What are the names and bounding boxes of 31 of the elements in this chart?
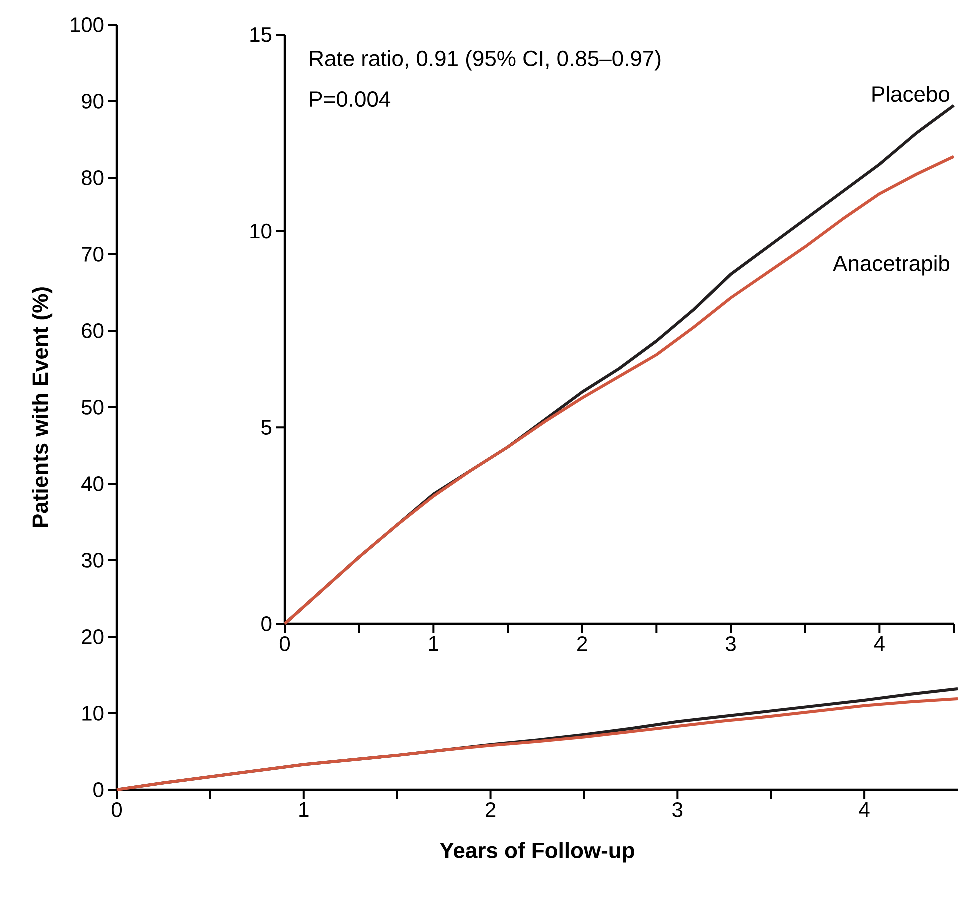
series-label: Placebo (872, 86, 950, 102)
y-tick-label: 0 (262, 616, 272, 632)
x-tick-label: 3 (672, 802, 683, 818)
y-tick-label: 30 (82, 553, 104, 568)
x-tick-label: 2 (578, 636, 588, 652)
y-tick-label: 10 (250, 224, 272, 239)
series-label: Anacetrapib (833, 255, 950, 276)
x-tick-label: 3 (726, 636, 736, 652)
y-axis-title: Patients with Event (%) (32, 288, 53, 528)
y-tick-label: 90 (82, 94, 104, 109)
y-tick-label: 0 (94, 782, 104, 798)
y-tick-label: 100 (71, 18, 104, 32)
y-tick-label: 15 (250, 28, 272, 42)
y-tick-label: 80 (82, 170, 104, 186)
x-tick-label: 2 (486, 802, 496, 818)
x-tick-label: 4 (874, 636, 885, 651)
x-tick-label: 1 (300, 802, 309, 817)
x-tick-label: 1 (429, 636, 438, 651)
y-tick-label: 10 (82, 706, 104, 721)
x-tick-label: 0 (280, 636, 290, 652)
y-tick-label: 50 (82, 400, 104, 415)
y-tick-label: 40 (82, 476, 104, 492)
y-tick-label: 20 (82, 630, 104, 644)
y-tick-label: 60 (82, 324, 104, 338)
x-tick-label: 4 (859, 802, 870, 817)
x-tick-label: 0 (112, 802, 122, 818)
y-tick-label: 5 (262, 420, 272, 435)
annotation: Rate ratio, 0.91 (95% CI, 0.85–0.97) (310, 50, 661, 71)
x-axis-title: Years of Follow-up (440, 842, 634, 863)
annotation: P=0.004 (310, 92, 391, 108)
y-tick-label: 70 (82, 247, 104, 262)
